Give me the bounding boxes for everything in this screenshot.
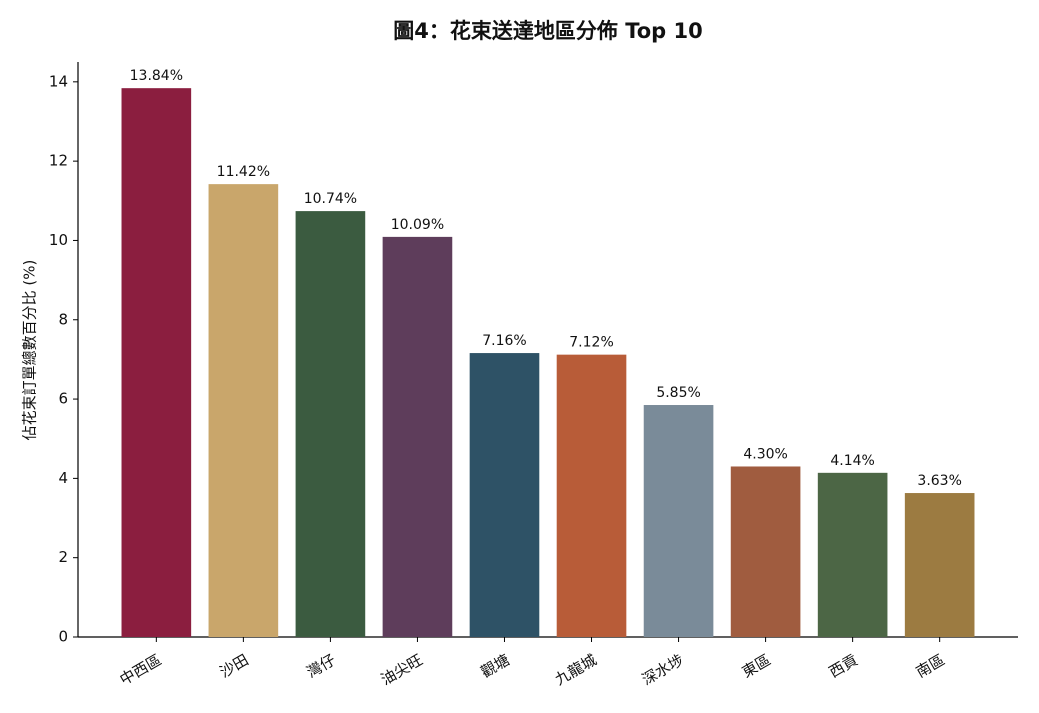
bar xyxy=(469,353,540,637)
x-tick-label: 深水埗 xyxy=(639,651,687,689)
value-label: 5.85% xyxy=(656,385,700,401)
bar xyxy=(295,211,366,637)
bar xyxy=(817,472,888,637)
bar xyxy=(730,466,801,637)
bar xyxy=(556,354,627,637)
y-tick-label: 4 xyxy=(58,469,68,487)
x-tick-label: 九龍城 xyxy=(552,651,600,689)
y-tick-label: 14 xyxy=(49,72,68,90)
y-axis-label: 佔花束訂單總數百分比 (%) xyxy=(21,260,39,441)
x-tick-label: 西貢 xyxy=(826,651,861,682)
y-tick-label: 8 xyxy=(58,310,68,328)
value-label: 10.74% xyxy=(304,191,357,207)
y-tick-label: 6 xyxy=(58,390,68,408)
y-tick-label: 10 xyxy=(49,231,68,249)
value-label: 4.30% xyxy=(743,446,787,462)
x-tick-label: 灣仔 xyxy=(304,651,339,682)
value-label: 13.84% xyxy=(130,68,183,84)
bar xyxy=(382,236,453,637)
value-label: 11.42% xyxy=(217,164,270,180)
x-tick-label: 南區 xyxy=(913,651,948,682)
bar xyxy=(904,493,975,637)
x-tick-label: 沙田 xyxy=(217,651,252,682)
value-label: 10.09% xyxy=(391,217,444,233)
value-label: 4.14% xyxy=(830,453,874,469)
value-label: 7.12% xyxy=(569,335,613,351)
y-tick-label: 2 xyxy=(58,548,68,566)
chart-title: 圖4：花束送達地區分佈 Top 10 xyxy=(393,19,702,43)
bar xyxy=(643,405,714,637)
y-tick-label: 0 xyxy=(58,628,68,646)
x-tick-label: 油尖旺 xyxy=(378,651,426,689)
value-label: 3.63% xyxy=(917,473,961,489)
bar xyxy=(121,88,192,637)
x-tick-label: 觀塘 xyxy=(478,651,513,682)
value-label: 7.16% xyxy=(482,333,526,349)
bar xyxy=(208,184,279,637)
y-tick-label: 12 xyxy=(49,152,68,170)
x-tick-label: 東區 xyxy=(739,651,774,682)
x-tick-label: 中西區 xyxy=(117,651,165,689)
